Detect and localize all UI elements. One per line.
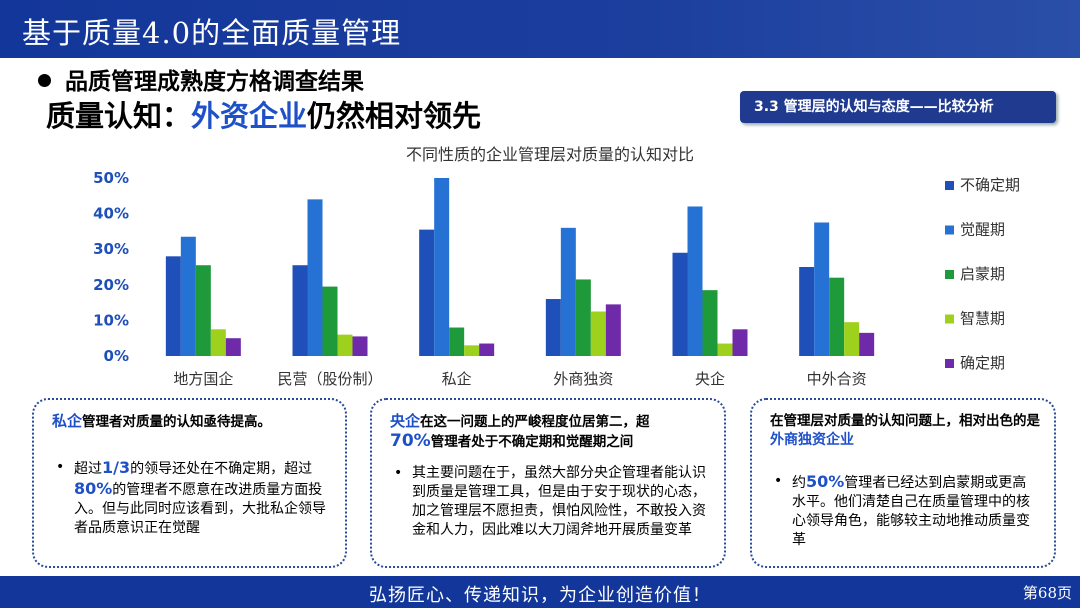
subtitle-text: 品质管理成熟度方格调查结果: [65, 69, 364, 95]
bar: [799, 267, 815, 356]
bar: [195, 265, 211, 356]
y-tick-label: 10%: [93, 311, 129, 329]
headline-highlight: 外资企业: [191, 99, 308, 133]
bar: [449, 327, 465, 356]
bullet-dot-icon: [38, 74, 51, 87]
bar: [322, 286, 338, 356]
footer-slogan: 弘扬匠心、传递知识，为企业创造价值！: [369, 585, 711, 606]
box-heading-text-2: 管理者处于不确定期和觉醒期之间: [430, 434, 634, 450]
legend-label: 觉醒期: [960, 221, 1005, 239]
chart-title: 不同性质的企业管理层对质量的认知对比: [406, 145, 694, 164]
bar: [814, 222, 830, 356]
y-tick-label: 0%: [104, 347, 129, 365]
box-heading-highlight: 外商独资企业: [770, 432, 854, 448]
bar: [844, 322, 860, 356]
bar: [717, 343, 733, 356]
x-tick-label: 中外合资: [807, 370, 867, 388]
bar: [575, 279, 591, 356]
box-heading: 在管理层对质量的认知问题上，相对出色的是外商独资企业: [770, 412, 1040, 450]
bar: [829, 277, 845, 356]
x-tick-label: 外商独资: [553, 370, 613, 388]
x-axis: 地方国企 民营（股份制） 私企 外商独资 央企 中外合资: [173, 370, 866, 388]
bar: [210, 329, 226, 356]
bar: [590, 311, 606, 356]
page-number: 第68页: [1022, 584, 1072, 602]
bar: [225, 338, 241, 356]
bullet-icon: •: [56, 459, 65, 475]
bullet-icon: •: [394, 465, 403, 481]
x-tick-label: 央企: [695, 370, 725, 388]
box-heading: 私企管理者对质量的认知亟待提高。: [52, 412, 331, 432]
title-bar: 基于质量4.0的全面质量管理: [0, 0, 1080, 58]
bar: [859, 332, 875, 356]
y-tick-label: 20%: [93, 276, 129, 294]
box-heading-text: 在管理层对质量的认知问题上，相对出色的是: [770, 413, 1040, 429]
bar: [479, 343, 495, 356]
box-heading: 央企在这一问题上的严峻程度位居第二，超 70%管理者处于不确定期和觉醒期之间: [390, 412, 710, 452]
bar: [732, 329, 748, 356]
bars: [165, 178, 875, 356]
insight-box-private: 私企管理者对质量的认知亟待提高。 • 超过1/3的领导还处在不确定期，超过80%…: [32, 398, 347, 568]
bar: [419, 229, 435, 356]
box-heading-highlight: 私企: [52, 412, 83, 430]
headline-suffix: 仍然相对领先: [307, 99, 482, 133]
y-tick-label: 50%: [93, 169, 129, 187]
box-heading-text: 在这一问题上的严峻程度位居第二，超: [420, 414, 650, 430]
headline-prefix: 质量认知：: [46, 99, 192, 133]
bar: [687, 206, 703, 356]
box-heading-highlight: 央企: [390, 412, 421, 430]
y-tick-label: 30%: [93, 240, 129, 258]
box-body: • 其主要问题在于，虽然大部分央企管理者能认识到质量是管理工具，但是由于安于现状…: [394, 464, 708, 540]
box-bullet-text: 其主要问题在于，虽然大部分央企管理者能认识到质量是管理工具，但是由于安于现状的心…: [412, 465, 706, 538]
legend-swatch: [945, 270, 954, 279]
bar: [560, 227, 576, 356]
insight-box-soe: 央企在这一问题上的严峻程度位居第二，超 70%管理者处于不确定期和觉醒期之间 • …: [370, 398, 726, 568]
bar: [605, 304, 621, 356]
bar: [337, 334, 353, 356]
bar: [434, 178, 450, 356]
bar: [702, 290, 718, 356]
x-tick-label: 地方国企: [173, 370, 233, 388]
y-axis: 0% 10% 20% 30% 40% 50%: [93, 169, 129, 365]
legend-swatch: [945, 181, 954, 190]
footer-bar: 弘扬匠心、传递知识，为企业创造价值！ 第68页: [0, 576, 1080, 608]
legend-label: 启蒙期: [960, 265, 1005, 283]
headline: 质量认知：外资企业仍然相对领先: [46, 93, 481, 135]
x-tick-label: 私企: [442, 370, 472, 388]
bar: [672, 252, 688, 356]
box-bullet-text: 超过1/3的领导还处在不确定期，超过80%的管理者不愿意在改进质量方面投入。但与…: [74, 458, 326, 536]
bar: [352, 336, 368, 356]
box-heading-number: 70%: [390, 431, 431, 451]
section-tag: 3.3 管理层的认知与态度——比较分析: [740, 91, 1056, 123]
insight-box-foreign: 在管理层对质量的认知问题上，相对出色的是外商独资企业 • 约50%管理者已经达到…: [750, 398, 1056, 568]
legend-label: 确定期: [960, 354, 1005, 372]
legend-label: 不确定期: [960, 176, 1020, 194]
legend-swatch: [945, 314, 954, 324]
bar: [180, 236, 196, 356]
bar-chart: 不同性质的企业管理层对质量的认知对比 0% 10% 20% 30% 40% 50% 地方国…: [93, 145, 1020, 388]
bar: [464, 345, 480, 356]
box-body: • 约50%管理者已经达到启蒙期或更高水平。他们清楚自己在质量管理中的核心领导角…: [774, 472, 1038, 550]
bar: [307, 199, 323, 356]
x-tick-label: 民营（股份制）: [277, 370, 382, 388]
bullet-icon: •: [774, 473, 783, 489]
slide-title: 基于质量4.0的全面质量管理: [22, 16, 402, 50]
box-body: • 超过1/3的领导还处在不确定期，超过80%的管理者不愿意在改进质量方面投入。…: [56, 458, 329, 538]
y-tick-label: 40%: [93, 205, 129, 223]
box-bullet-text: 约50%管理者已经达到启蒙期或更高水平。他们清楚自己在质量管理中的核心领导角色，…: [792, 472, 1030, 548]
bar: [292, 265, 308, 356]
legend-label: 智慧期: [960, 310, 1005, 328]
legend-swatch: [945, 359, 954, 368]
legend-swatch: [945, 225, 954, 235]
box-heading-text: 管理者对质量的认知亟待提高。: [82, 414, 272, 430]
bar: [165, 256, 181, 356]
bar: [545, 299, 561, 356]
subtitle: 品质管理成熟度方格调查结果: [38, 62, 364, 96]
